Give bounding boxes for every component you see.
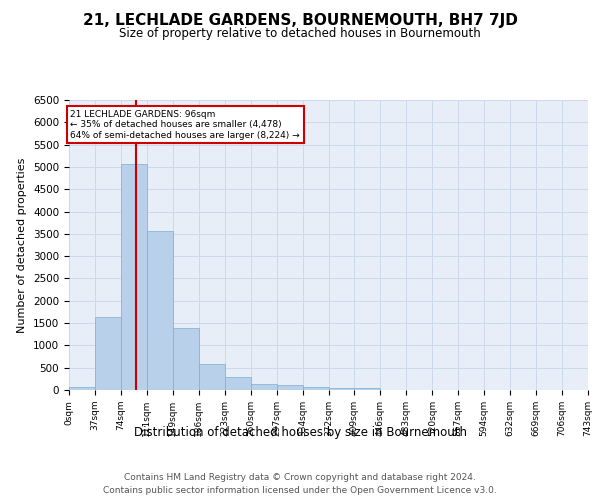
Bar <box>95 318 121 390</box>
Bar <box>277 386 302 390</box>
Text: Contains public sector information licensed under the Open Government Licence v3: Contains public sector information licen… <box>103 486 497 495</box>
Bar <box>69 387 95 390</box>
Y-axis label: Number of detached properties: Number of detached properties <box>17 158 28 332</box>
Bar <box>355 388 380 390</box>
Text: Distribution of detached houses by size in Bournemouth: Distribution of detached houses by size … <box>133 426 467 439</box>
Bar <box>302 387 329 390</box>
Text: 21 LECHLADE GARDENS: 96sqm
← 35% of detached houses are smaller (4,478)
64% of s: 21 LECHLADE GARDENS: 96sqm ← 35% of deta… <box>70 110 300 140</box>
Bar <box>121 164 147 390</box>
Bar <box>329 388 355 390</box>
Text: Contains HM Land Registry data © Crown copyright and database right 2024.: Contains HM Land Registry data © Crown c… <box>124 472 476 482</box>
Bar <box>251 384 277 390</box>
Text: Size of property relative to detached houses in Bournemouth: Size of property relative to detached ho… <box>119 28 481 40</box>
Bar <box>225 378 251 390</box>
Text: 21, LECHLADE GARDENS, BOURNEMOUTH, BH7 7JD: 21, LECHLADE GARDENS, BOURNEMOUTH, BH7 7… <box>83 12 517 28</box>
Bar <box>147 230 173 390</box>
Bar <box>199 364 224 390</box>
Bar <box>173 328 199 390</box>
